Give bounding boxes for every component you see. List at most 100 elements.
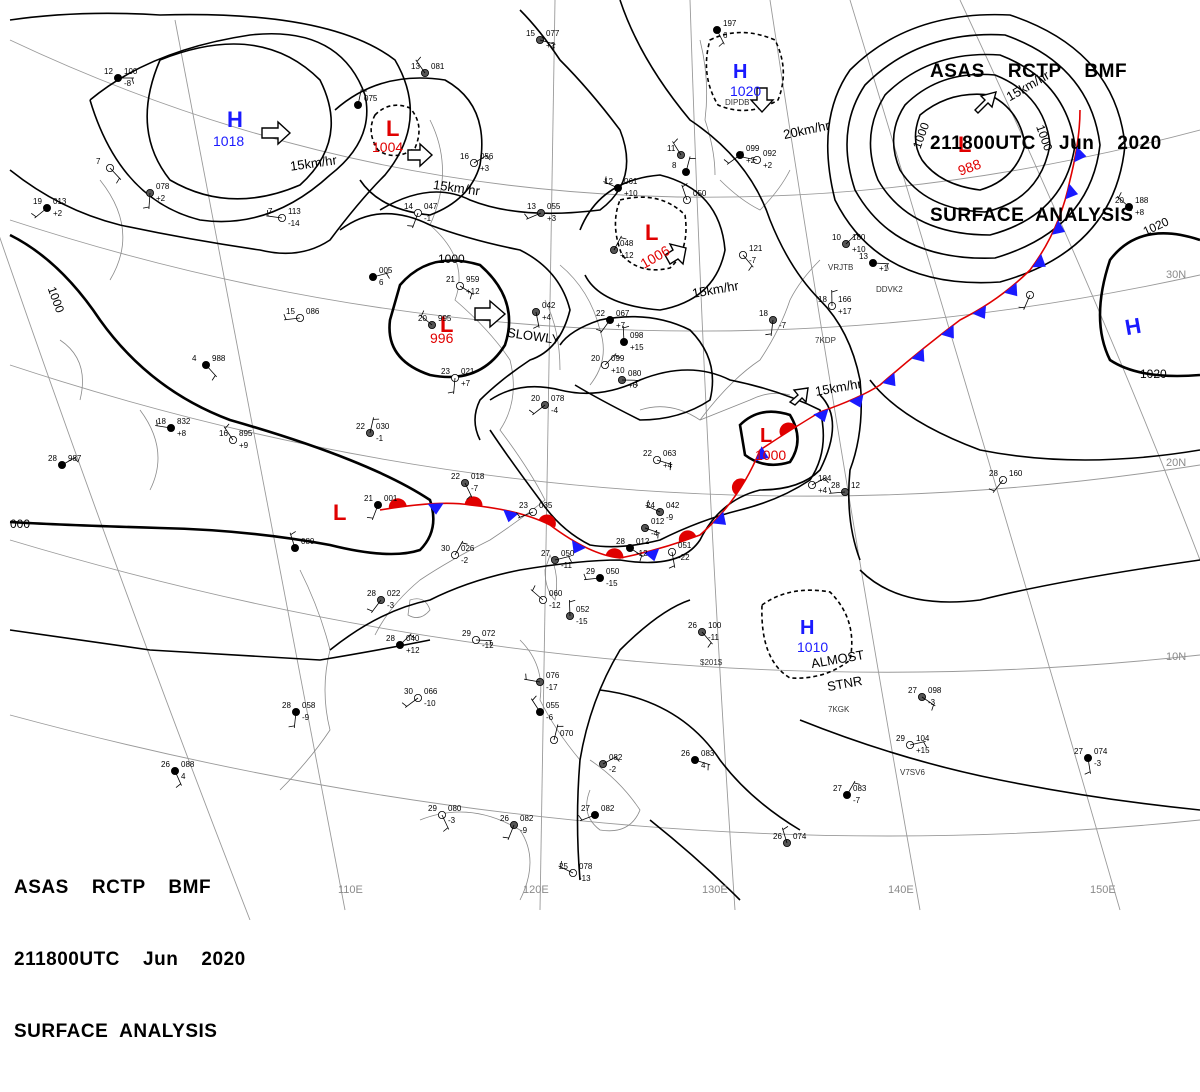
station-temperature: 25	[559, 862, 568, 871]
station-temperature: 30	[441, 544, 450, 553]
station-tendency: -4	[551, 406, 559, 415]
station-tendency: +2	[156, 194, 166, 203]
low-center-value: 1004	[372, 139, 403, 155]
station-tendency: +3	[547, 214, 557, 223]
station-temperature: 8	[672, 161, 677, 170]
lat-label: 10N	[1166, 651, 1186, 663]
station-temperature: 23	[441, 367, 450, 376]
station-pressure: 026	[461, 544, 475, 553]
station-tendency: -22	[678, 553, 690, 562]
station-pressure: 197	[723, 19, 737, 28]
station-pressure: 074	[1094, 747, 1108, 756]
station-pressure: 058	[302, 701, 316, 710]
station-tendency: +8	[177, 429, 187, 438]
station-pressure: 072	[482, 629, 496, 638]
station-temperature: 18	[759, 309, 768, 318]
ship-id: DDVK2	[876, 285, 903, 294]
station-pressure: 078	[156, 182, 170, 191]
ship-id: VRJTB	[828, 263, 853, 272]
lon-label: 110E	[338, 884, 363, 896]
station-temperature: 27	[541, 549, 550, 558]
station-tendency: -15	[576, 617, 588, 626]
station-temperature: 10	[832, 233, 841, 242]
station-pressure: 083	[853, 784, 867, 793]
station-pressure: 012	[651, 517, 665, 526]
station-pressure: 092	[763, 149, 777, 158]
station-pressure: 048	[620, 239, 634, 248]
station-pressure: 081	[431, 62, 445, 71]
station-tendency: -4	[651, 529, 659, 538]
station-tendency: -12	[636, 549, 648, 558]
station-pressure: 074	[793, 832, 807, 841]
station-temperature: 19	[33, 197, 42, 206]
station-temperature: 26	[161, 760, 170, 769]
station-temperature: 22	[356, 422, 365, 431]
station-pressure: 099	[611, 354, 625, 363]
station-tendency: +4	[542, 313, 552, 322]
station-pressure: 099	[746, 144, 760, 153]
station-pressure: 180	[852, 233, 866, 242]
station-pressure: 988	[212, 354, 226, 363]
station-tendency: +4	[818, 486, 828, 495]
station-pressure: 098	[630, 331, 644, 340]
station-temperature: 13	[411, 62, 420, 71]
station-tendency: +6	[628, 381, 638, 390]
station-tendency: -9	[666, 513, 674, 522]
station-tendency: 4	[181, 772, 186, 781]
station-temperature: 29	[428, 804, 437, 813]
station-tendency: +1	[879, 264, 889, 273]
station-tendency: +12	[406, 646, 420, 655]
station-temperature: 28	[386, 634, 395, 643]
low-center-letter: L	[760, 425, 772, 447]
station-pressure: 083	[701, 749, 715, 758]
low-center-letter: L	[645, 220, 658, 245]
station-temperature: 28	[367, 589, 376, 598]
station-pressure: 012	[636, 537, 650, 546]
station-pressure: 078	[579, 862, 593, 871]
station-pressure: 086	[306, 307, 320, 316]
station-pressure: 055	[547, 202, 561, 211]
station-pressure: 113	[288, 207, 301, 216]
station-tendency: +4	[663, 461, 673, 470]
station-temperature: 27	[908, 686, 917, 695]
station-pressure: 080	[628, 369, 642, 378]
station-tendency: 4	[701, 761, 706, 770]
chart-title-bottom: ASAS RCTP BMF 211800UTC Jun 2020 SURFACE…	[14, 828, 246, 1092]
station-pressure: 076	[546, 671, 560, 680]
title-line-3: SURFACE ANALYSIS	[14, 1020, 246, 1044]
station-pressure: 082	[520, 814, 534, 823]
station-pressure: 160	[1009, 469, 1023, 478]
lon-label: 120E	[523, 884, 549, 896]
station-pressure: 959	[466, 275, 480, 284]
station-tendency: -13	[579, 874, 591, 883]
station-pressure: 050	[693, 189, 707, 198]
station-pressure: 995	[438, 314, 452, 323]
station-pressure: 104	[818, 474, 832, 483]
station-temperature: 26	[773, 832, 782, 841]
station-tendency: -3	[448, 816, 456, 825]
isobar-label: 1000	[438, 252, 465, 266]
station-temperature: 27	[581, 804, 590, 813]
station-temperature: 14	[404, 202, 413, 211]
station-temperature: 26	[688, 621, 697, 630]
station-temperature: 13	[527, 202, 536, 211]
station-pressure: 051	[678, 541, 692, 550]
station-tendency: +15	[916, 746, 930, 755]
station-temperature: 20	[531, 394, 540, 403]
station-tendency: -3	[928, 698, 936, 707]
station-tendency: 6	[379, 278, 384, 287]
station-pressure: 021	[461, 367, 475, 376]
station-temperature: 18	[818, 295, 827, 304]
station-pressure: 063	[663, 449, 677, 458]
ship-id: $201$	[700, 658, 723, 667]
station-temperature: 16	[219, 429, 228, 438]
station-pressure: 077	[546, 29, 560, 38]
station-pressure: 056	[480, 152, 494, 161]
station-pressure: 022	[387, 589, 401, 598]
station-pressure: 12	[851, 481, 860, 490]
station-temperature: 4	[192, 354, 197, 363]
station-pressure: 104	[916, 734, 930, 743]
ship-id: DIPDB	[725, 98, 749, 107]
station-pressure: 075	[364, 94, 378, 103]
station-pressure: 100	[708, 621, 722, 630]
